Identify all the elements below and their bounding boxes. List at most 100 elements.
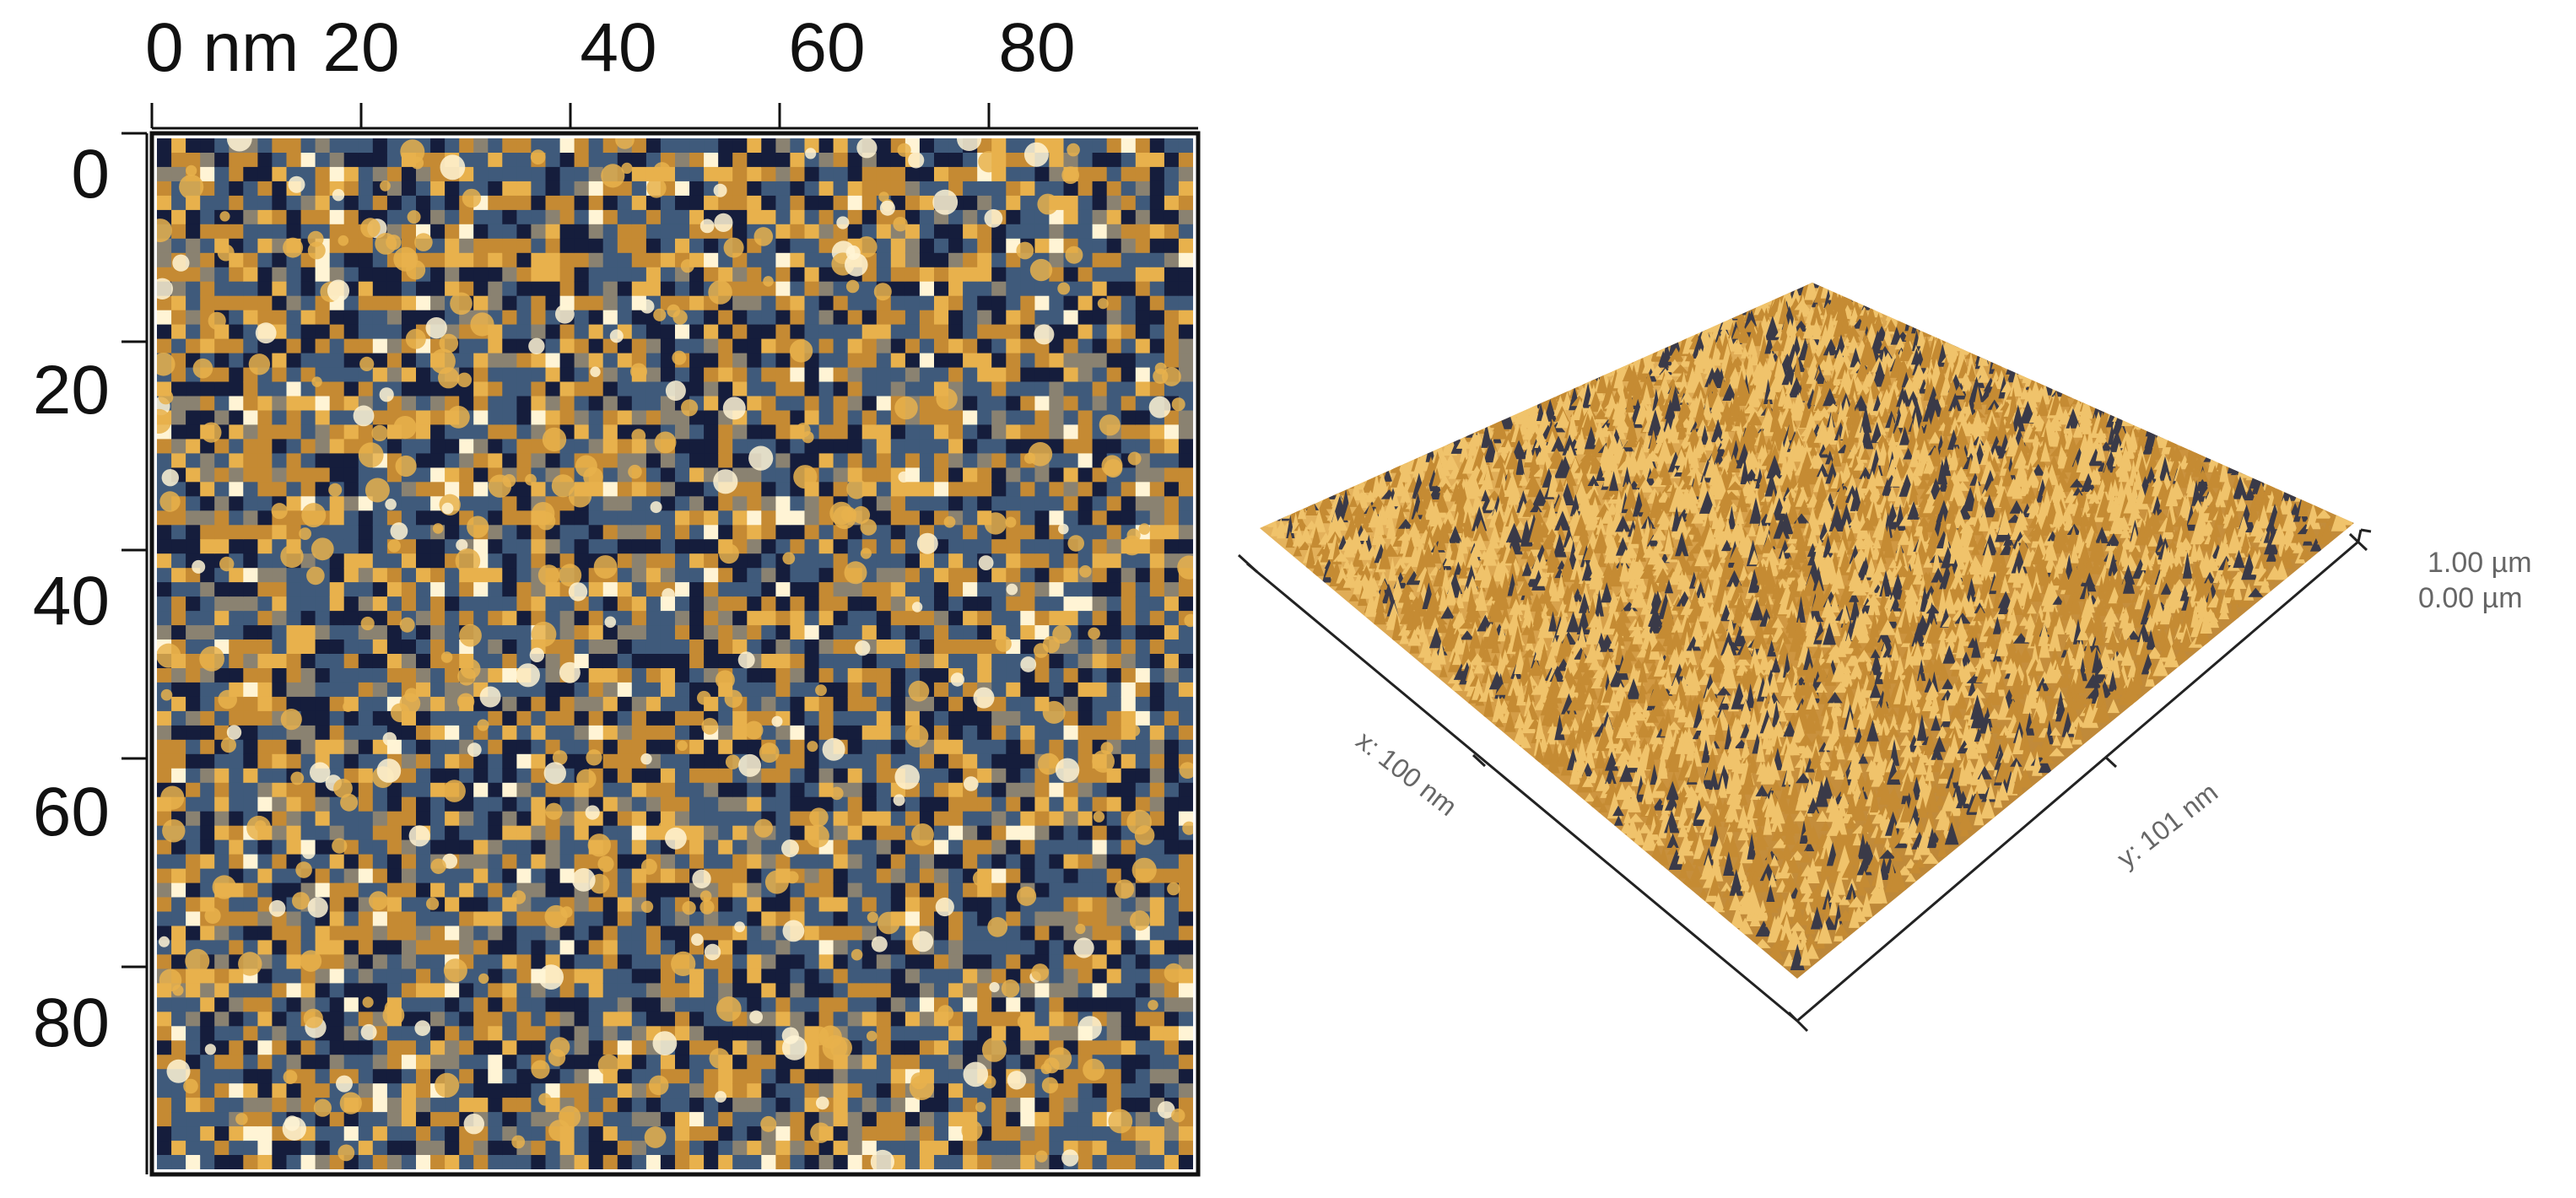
height-cell <box>1049 954 1065 969</box>
height-cell <box>157 1040 172 1055</box>
height-cell <box>473 367 489 383</box>
height-cell <box>1063 582 1079 597</box>
height-cell <box>1063 682 1079 698</box>
height-cell <box>315 825 331 841</box>
height-cell <box>545 338 561 354</box>
height-cell <box>1149 209 1165 225</box>
height-cell <box>718 439 733 454</box>
height-cell <box>689 209 705 225</box>
height-cell <box>430 181 446 197</box>
height-cell <box>704 782 719 798</box>
height-cell <box>660 983 676 998</box>
height-cell <box>833 854 849 870</box>
height-cell <box>157 1112 172 1127</box>
height-cell <box>430 453 446 468</box>
height-cell <box>214 983 230 998</box>
height-cell <box>1077 1083 1094 1098</box>
height-cell <box>861 281 878 297</box>
height-cell <box>617 897 633 913</box>
height-cell <box>1092 1112 1108 1127</box>
height-cell <box>847 1026 863 1041</box>
height-cell <box>430 238 446 254</box>
height-cell <box>1049 725 1065 741</box>
height-cell <box>890 510 906 526</box>
height-cell <box>919 295 935 311</box>
height-cell <box>977 238 992 254</box>
height-cell <box>1049 611 1065 626</box>
height-cell <box>171 396 186 412</box>
height-cell <box>358 868 374 884</box>
height-cell <box>1006 153 1021 168</box>
height-cell <box>790 882 806 898</box>
height-cell <box>358 1098 374 1113</box>
height-cell <box>905 897 921 913</box>
height-cell <box>948 811 964 827</box>
height-cell <box>286 295 302 311</box>
height-cell <box>243 596 258 612</box>
height-cell <box>1049 166 1065 182</box>
height-cell <box>1077 181 1094 197</box>
height-cell <box>329 353 345 369</box>
height-cell <box>286 997 302 1012</box>
height-cell <box>934 482 949 497</box>
height-cell <box>977 1112 992 1127</box>
height-cell <box>531 940 547 955</box>
height-cell <box>833 682 849 698</box>
height-cell <box>1034 525 1050 540</box>
height-cell <box>1006 1141 1021 1156</box>
height-cell <box>445 696 460 712</box>
height-cell <box>1135 753 1151 769</box>
height-cell <box>847 969 863 984</box>
height-cell <box>818 882 834 898</box>
height-cell <box>272 625 288 640</box>
height-cell <box>905 1126 921 1141</box>
height-cell <box>401 983 417 998</box>
height-cell <box>588 1141 604 1156</box>
height-cell <box>645 453 662 468</box>
height-cell <box>689 969 705 984</box>
height-cell <box>905 510 921 526</box>
height-cell <box>718 654 733 669</box>
height-cell <box>934 1026 949 1041</box>
height-cell <box>689 453 705 468</box>
height-cell <box>1092 710 1108 726</box>
height-cell <box>890 310 906 326</box>
height-cell <box>186 897 201 913</box>
height-cell <box>200 710 215 726</box>
height-cell <box>747 1040 762 1055</box>
height-cell <box>559 725 575 741</box>
height-cell <box>905 553 921 569</box>
height-cell <box>861 897 878 913</box>
height-cell <box>502 639 517 655</box>
height-cell <box>401 654 417 669</box>
height-cell <box>243 582 258 597</box>
height-cell <box>919 510 935 526</box>
height-cell <box>1049 353 1065 369</box>
height-cell <box>186 596 201 612</box>
height-cell <box>229 482 244 497</box>
height-cell <box>257 281 273 297</box>
height-cell <box>214 166 230 182</box>
height-cell <box>358 839 374 855</box>
height-cell <box>488 1141 503 1156</box>
height-cell <box>588 310 604 326</box>
height-cell <box>718 568 733 583</box>
height-cell <box>1006 753 1021 769</box>
height-cell <box>574 166 590 182</box>
height-cell <box>559 381 575 397</box>
height-cell <box>732 596 748 612</box>
height-cell <box>229 839 244 855</box>
height-cell <box>1077 611 1094 626</box>
height-cell <box>847 195 863 211</box>
height-cell <box>747 582 762 597</box>
height-cell <box>1106 611 1122 626</box>
height-cell <box>401 925 417 942</box>
height-cell <box>459 1012 474 1027</box>
height-cell <box>200 238 215 254</box>
height-cell <box>329 381 345 397</box>
height-cell <box>833 882 849 898</box>
height-cell <box>876 1083 892 1098</box>
height-cell <box>272 997 288 1012</box>
height-cell <box>861 1112 878 1127</box>
height-cell <box>488 568 503 583</box>
